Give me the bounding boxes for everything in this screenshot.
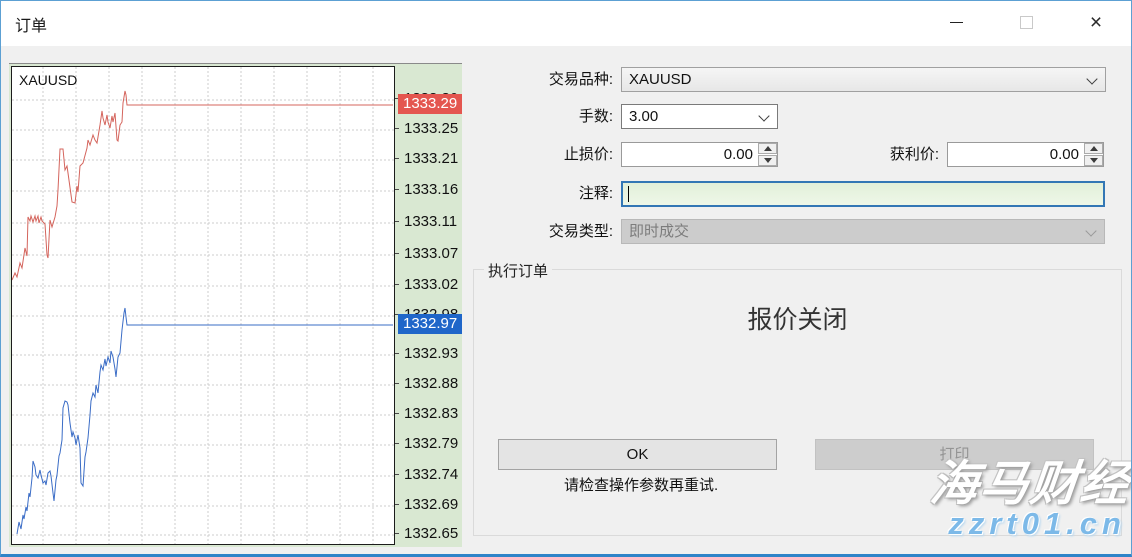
window-title: 订单 (15, 18, 48, 35)
spin-down-button[interactable] (758, 155, 777, 166)
symbol-value: XAUUSD (629, 71, 692, 88)
scale-tickmark (395, 443, 399, 444)
execution-groupbox: 执行订单 报价关闭 (473, 260, 1122, 536)
bid-tick-line (16, 307, 393, 535)
arrow-up-icon (1089, 146, 1098, 151)
symbol-label: 交易品种: (548, 71, 613, 88)
scale-tickmark (395, 128, 399, 129)
quotes-closed-status: 报价关闭 (747, 306, 848, 334)
close-button[interactable]: × (1073, 5, 1119, 39)
symbol-combobox[interactable]: XAUUSD (621, 67, 1106, 92)
titlebar[interactable]: 订单 (1, 1, 1131, 46)
take-profit-spinner[interactable]: 0.00 (947, 142, 1104, 167)
execution-group-label: 执行订单 (484, 260, 553, 281)
price-tick-label: 1332.79 (404, 435, 459, 452)
comment-label: 注释: (578, 185, 613, 202)
order-type-value: 即时成交 (629, 223, 690, 240)
price-tick-label: 1333.02 (404, 276, 459, 293)
scale-tickmark (395, 413, 399, 414)
tick-chart-panel: XAUUSD 1333.301333.251333.211333.161333.… (9, 63, 463, 548)
price-tick-label: 1333.07 (404, 245, 459, 262)
volume-label: 手数: (578, 108, 613, 125)
scale-tickmark (395, 474, 399, 475)
scale-tickmark (395, 189, 399, 190)
tick-chart-svg (12, 67, 394, 544)
price-tick-label: 1333.11 (404, 213, 458, 230)
scale-tickmark (395, 504, 399, 505)
price-scale: 1333.301333.251333.211333.161333.111333.… (395, 64, 463, 548)
ok-button[interactable]: OK (498, 439, 777, 470)
price-tick-label: 1332.65 (404, 525, 459, 542)
scale-tickmark (395, 353, 399, 354)
tick-chart-plot: XAUUSD (11, 66, 395, 545)
spin-up-button[interactable] (1084, 143, 1103, 154)
order-type-label: 交易类型: (548, 223, 613, 240)
arrow-up-icon (763, 146, 772, 151)
order-type-combobox: 即时成交 (621, 219, 1105, 244)
scale-tickmark (395, 158, 399, 159)
stop-loss-label: 止损价: (563, 146, 613, 163)
spin-down-button[interactable] (1084, 155, 1103, 166)
print-button: 打印 (815, 439, 1094, 470)
comment-input[interactable] (621, 181, 1105, 207)
price-tick-label: 1333.16 (404, 181, 459, 198)
scale-tickmark (395, 253, 399, 254)
close-icon: × (1089, 10, 1103, 34)
watermark-url: zzrt01.cn (948, 506, 1126, 541)
text-caret (628, 186, 629, 202)
price-tick-label: 1333.25 (404, 120, 459, 137)
price-tick-label: 1332.69 (404, 496, 459, 513)
ask-tick-line (12, 90, 393, 281)
arrow-down-icon (763, 158, 772, 163)
stop-loss-spinner[interactable]: 0.00 (621, 142, 778, 167)
bid-price-badge: 1332.97 (398, 314, 463, 334)
scale-tickmark (395, 533, 399, 534)
scale-tickmark (395, 314, 399, 315)
scale-tickmark (395, 383, 399, 384)
scale-tickmark (395, 98, 399, 99)
stop-loss-value: 0.00 (723, 146, 753, 163)
watermark-brand: 海马财经 (927, 458, 1132, 511)
price-tick-label: 1332.93 (404, 345, 459, 362)
maximize-icon (1019, 15, 1033, 29)
retry-message: 请检查操作参数再重试. (564, 477, 719, 494)
chevron-down-icon (1085, 225, 1097, 237)
price-tick-label: 1333.21 (404, 150, 459, 167)
volume-value: 3.00 (629, 108, 659, 125)
spin-up-button[interactable] (758, 143, 777, 154)
take-profit-value: 0.00 (1049, 146, 1079, 163)
scale-tickmark (395, 221, 399, 222)
minimize-button[interactable] (933, 5, 979, 39)
minimize-icon (949, 21, 963, 23)
volume-combobox[interactable]: 3.00 (621, 104, 778, 129)
price-tick-label: 1332.74 (404, 466, 459, 483)
ask-price-badge: 1333.29 (398, 94, 463, 114)
chevron-down-icon (758, 110, 770, 122)
take-profit-label: 获利价: (889, 146, 939, 163)
arrow-down-icon (1089, 158, 1098, 163)
maximize-button (1003, 5, 1049, 39)
price-tick-label: 1332.88 (404, 375, 459, 392)
chevron-down-icon (1086, 73, 1098, 85)
chart-symbol-label: XAUUSD (19, 72, 78, 88)
price-tick-label: 1332.83 (404, 405, 459, 422)
scale-tickmark (395, 284, 399, 285)
